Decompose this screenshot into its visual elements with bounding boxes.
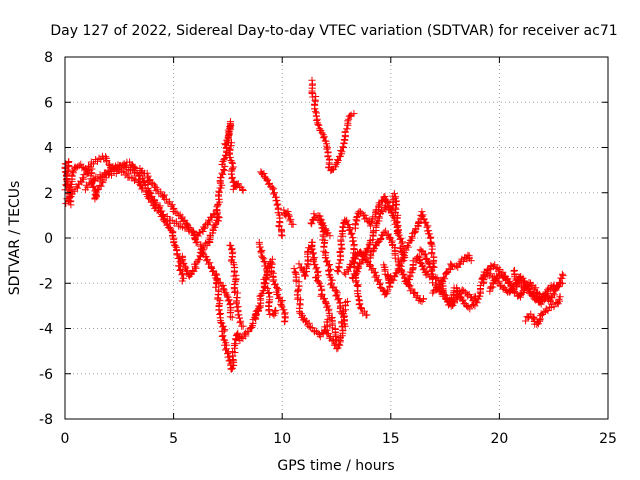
data-point-markers: [257, 168, 286, 240]
y-tick-label: -8: [39, 412, 53, 428]
data-point-markers: [321, 297, 351, 353]
series-segment: [321, 297, 351, 353]
series-segment: [522, 293, 564, 328]
data-point-markers: [380, 208, 438, 286]
series-segment: [510, 266, 567, 308]
series-segment: [257, 168, 286, 240]
data-point-markers: [280, 206, 297, 228]
series-segment: [366, 227, 427, 305]
series-segment: [226, 241, 247, 330]
data-point-markers: [212, 271, 264, 373]
data-point-markers: [522, 293, 564, 328]
y-tick-label: 8: [44, 50, 53, 66]
y-tick-label: -4: [39, 322, 53, 338]
data-point-markers: [308, 76, 358, 175]
data-point-markers: [62, 165, 221, 240]
series-segment: [212, 271, 264, 373]
y-tick-label: -2: [39, 276, 53, 292]
x-axis-label: GPS time / hours: [277, 458, 394, 474]
series-segment: [255, 238, 280, 319]
data-point-markers: [178, 214, 223, 280]
data-point-markers: [213, 118, 247, 225]
series-segment: [81, 158, 236, 321]
data-point-markers: [316, 212, 334, 240]
series-segment: [178, 214, 223, 280]
y-tick-label: -6: [39, 367, 53, 383]
y-tick-label: 6: [44, 95, 53, 111]
series-segment: [213, 118, 247, 225]
series-segment: [351, 190, 409, 265]
y-tick-label: 4: [44, 141, 53, 157]
x-tick-label: 15: [382, 431, 400, 447]
x-tick-label: 0: [61, 431, 70, 447]
plot-border: [64, 56, 609, 420]
grid-lines: [65, 57, 608, 419]
series-segment: [380, 208, 438, 286]
series-segment: [62, 165, 221, 240]
series-segment: [295, 238, 343, 344]
x-tick-label: 10: [273, 431, 291, 447]
series-segment: [316, 212, 334, 240]
y-tick-label: 2: [44, 186, 53, 202]
chart-title: Day 127 of 2022, Sidereal Day-to-day VTE…: [50, 23, 617, 39]
y-tick-label: 0: [44, 231, 53, 247]
data-point-markers: [351, 190, 409, 265]
series-segment: [429, 261, 513, 313]
y-axis-label: SDTVAR / TECUs: [7, 181, 23, 296]
data-point-markers: [366, 227, 427, 305]
x-tick-label: 5: [169, 431, 178, 447]
x-tick-label: 25: [599, 431, 617, 447]
series-segment: [280, 206, 297, 228]
data-point-markers: [255, 238, 280, 319]
data-point-markers: [295, 238, 343, 344]
data-point-markers: [510, 266, 567, 308]
data-point-markers: [429, 261, 513, 313]
series-segment: [308, 76, 358, 175]
data-point-markers: [226, 241, 247, 330]
data-point-markers: [81, 158, 236, 321]
axis-ticks: 0 5 10 15 20 25 -8 -6 -4 -2 0 2 4 6 8: [39, 50, 617, 447]
x-tick-label: 20: [490, 431, 508, 447]
